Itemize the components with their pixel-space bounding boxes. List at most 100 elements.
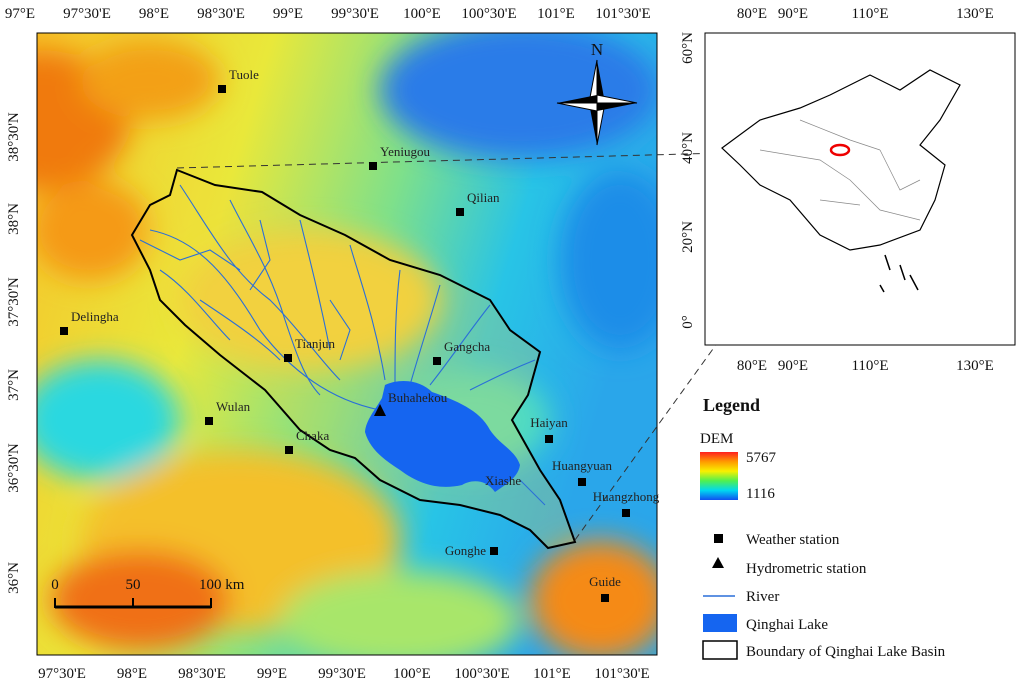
dem-min: 1116 — [746, 486, 775, 502]
inset-top-label: 130°E — [956, 6, 994, 22]
labels: 97°E 97°30'E 98°E 98°30'E 99°E 99°30'E 100°E 10… — [5, 6, 660, 682]
top-axis-label: 100°E — [403, 6, 441, 22]
inset-bottom-label: 110°E — [851, 358, 888, 374]
station-label: Gangcha — [444, 339, 490, 354]
station-label: Yeniugou — [380, 144, 430, 159]
legend-symbol — [714, 534, 723, 543]
legend-item: Boundary of Qinghai Lake Basin — [746, 644, 946, 660]
inset-bottom-label: 90°E — [778, 358, 808, 374]
top-axis-label: 100°30'E — [461, 6, 516, 22]
left-axis-label: 37°N — [6, 369, 22, 401]
bottom-axis-label: 98°E — [117, 666, 147, 682]
qinghai-lake — [365, 380, 520, 492]
left-axis-label: 38°30'N — [6, 112, 22, 162]
station-label: Qilian — [467, 190, 500, 205]
inset-top-label: 80°E — [737, 6, 767, 22]
station-label: Tuole — [229, 67, 259, 82]
weather-station — [456, 208, 464, 216]
legend-symbol — [703, 614, 737, 632]
legend-title: Legend — [703, 395, 760, 415]
inset-bottom-label: 80°E — [737, 358, 767, 374]
inset-ticks: 80°E 90°E 110°E 130°E 80°E 90°E 110°E 130°E 60°N… — [680, 6, 994, 374]
north-arrow — [556, 59, 638, 146]
scale-labels: 0 50 100 km — [51, 577, 245, 593]
weather-station — [578, 478, 586, 486]
legend-item: Hydrometric station — [746, 561, 867, 577]
dem-max: 5767 — [746, 450, 777, 466]
station-label: Huangzhong — [593, 489, 660, 504]
scale-bar — [54, 598, 212, 609]
weather-station — [433, 357, 441, 365]
dem-label: DEM — [700, 431, 733, 447]
rivers — [139, 184, 546, 506]
inset-top-label: 90°E — [778, 6, 808, 22]
weather-station — [622, 509, 630, 517]
top-axis-label: 99°E — [273, 6, 303, 22]
weather-station — [369, 162, 377, 170]
dem-raster — [37, 33, 657, 655]
legend-item: River — [746, 589, 779, 605]
bottom-axis-label: 97°30'E — [38, 666, 86, 682]
left-axis-label: 38°N — [6, 203, 22, 235]
bottom-axis-label: 98°30'E — [178, 666, 226, 682]
bottom-axis-label: 101°E — [533, 666, 571, 682]
china-outline — [721, 69, 961, 251]
top-axis-label: 101°30'E — [595, 6, 650, 22]
legend-symbol — [702, 640, 738, 660]
station-label: Huangyuan — [552, 458, 612, 473]
station-label: Delingha — [71, 309, 119, 324]
bottom-axis-label: 99°E — [257, 666, 287, 682]
weather-station — [601, 594, 609, 602]
weather-station — [490, 547, 498, 555]
weather-station — [545, 435, 553, 443]
inset-left-label: 60°N — [680, 32, 696, 64]
left-axis-label: 36°30'N — [6, 443, 22, 493]
left-axis-label: 37°30'N — [6, 277, 22, 327]
inset-top-label: 110°E — [851, 6, 888, 22]
dem-colorbar — [700, 452, 738, 500]
legend-item: Qinghai Lake — [746, 617, 828, 633]
weather-station — [218, 85, 226, 93]
station-label: Tianjun — [295, 336, 335, 351]
inset-left-label: 20°N — [680, 221, 696, 253]
weather-station — [205, 417, 213, 425]
bottom-axis-label: 100°30'E — [454, 666, 509, 682]
connector — [574, 179, 836, 541]
weather-station — [285, 446, 293, 454]
province-lines — [759, 119, 921, 221]
weather-station — [60, 327, 68, 335]
top-axis-label: 97°30'E — [63, 6, 111, 22]
legend-symbol — [712, 557, 724, 568]
legend-item: Weather station — [746, 532, 840, 548]
place-label: Xiashe — [485, 473, 521, 488]
station-label: Buhahekou — [388, 390, 448, 405]
legend-items: Weather station Hydrometric station River Q… — [746, 532, 946, 660]
map-frame — [36, 32, 658, 656]
basin-location — [829, 143, 851, 157]
bottom-axis-label: 101°30'E — [594, 666, 649, 682]
bottom-axis-label: 100°E — [393, 666, 431, 682]
inset-left-label: 0° — [680, 315, 696, 329]
left-axis-label: 36°N — [6, 562, 22, 594]
inset-bottom-label: 130°E — [956, 358, 994, 374]
top-axis-label: 98°E — [139, 6, 169, 22]
islands — [879, 254, 919, 293]
hydrometric-station — [374, 404, 386, 416]
weather-station — [284, 354, 292, 362]
top-axis-label: 101°E — [537, 6, 575, 22]
top-axis-label: 97°E — [5, 6, 35, 22]
station-label: Chaka — [296, 428, 329, 443]
station-label: Guide — [589, 574, 621, 589]
inset-left-label: 40°N — [680, 132, 696, 164]
scale-label: 50 — [126, 577, 141, 593]
scale-label: 100 km — [199, 577, 245, 593]
top-axis-label: 98°30'E — [197, 6, 245, 22]
bottom-axis-label: 99°30'E — [318, 666, 366, 682]
station-label: Gonghe — [445, 543, 486, 558]
scale-label: 0 — [51, 577, 59, 593]
station-label: Wulan — [216, 399, 251, 414]
north-label: N — [591, 40, 603, 59]
station-label: Haiyan — [530, 415, 568, 430]
